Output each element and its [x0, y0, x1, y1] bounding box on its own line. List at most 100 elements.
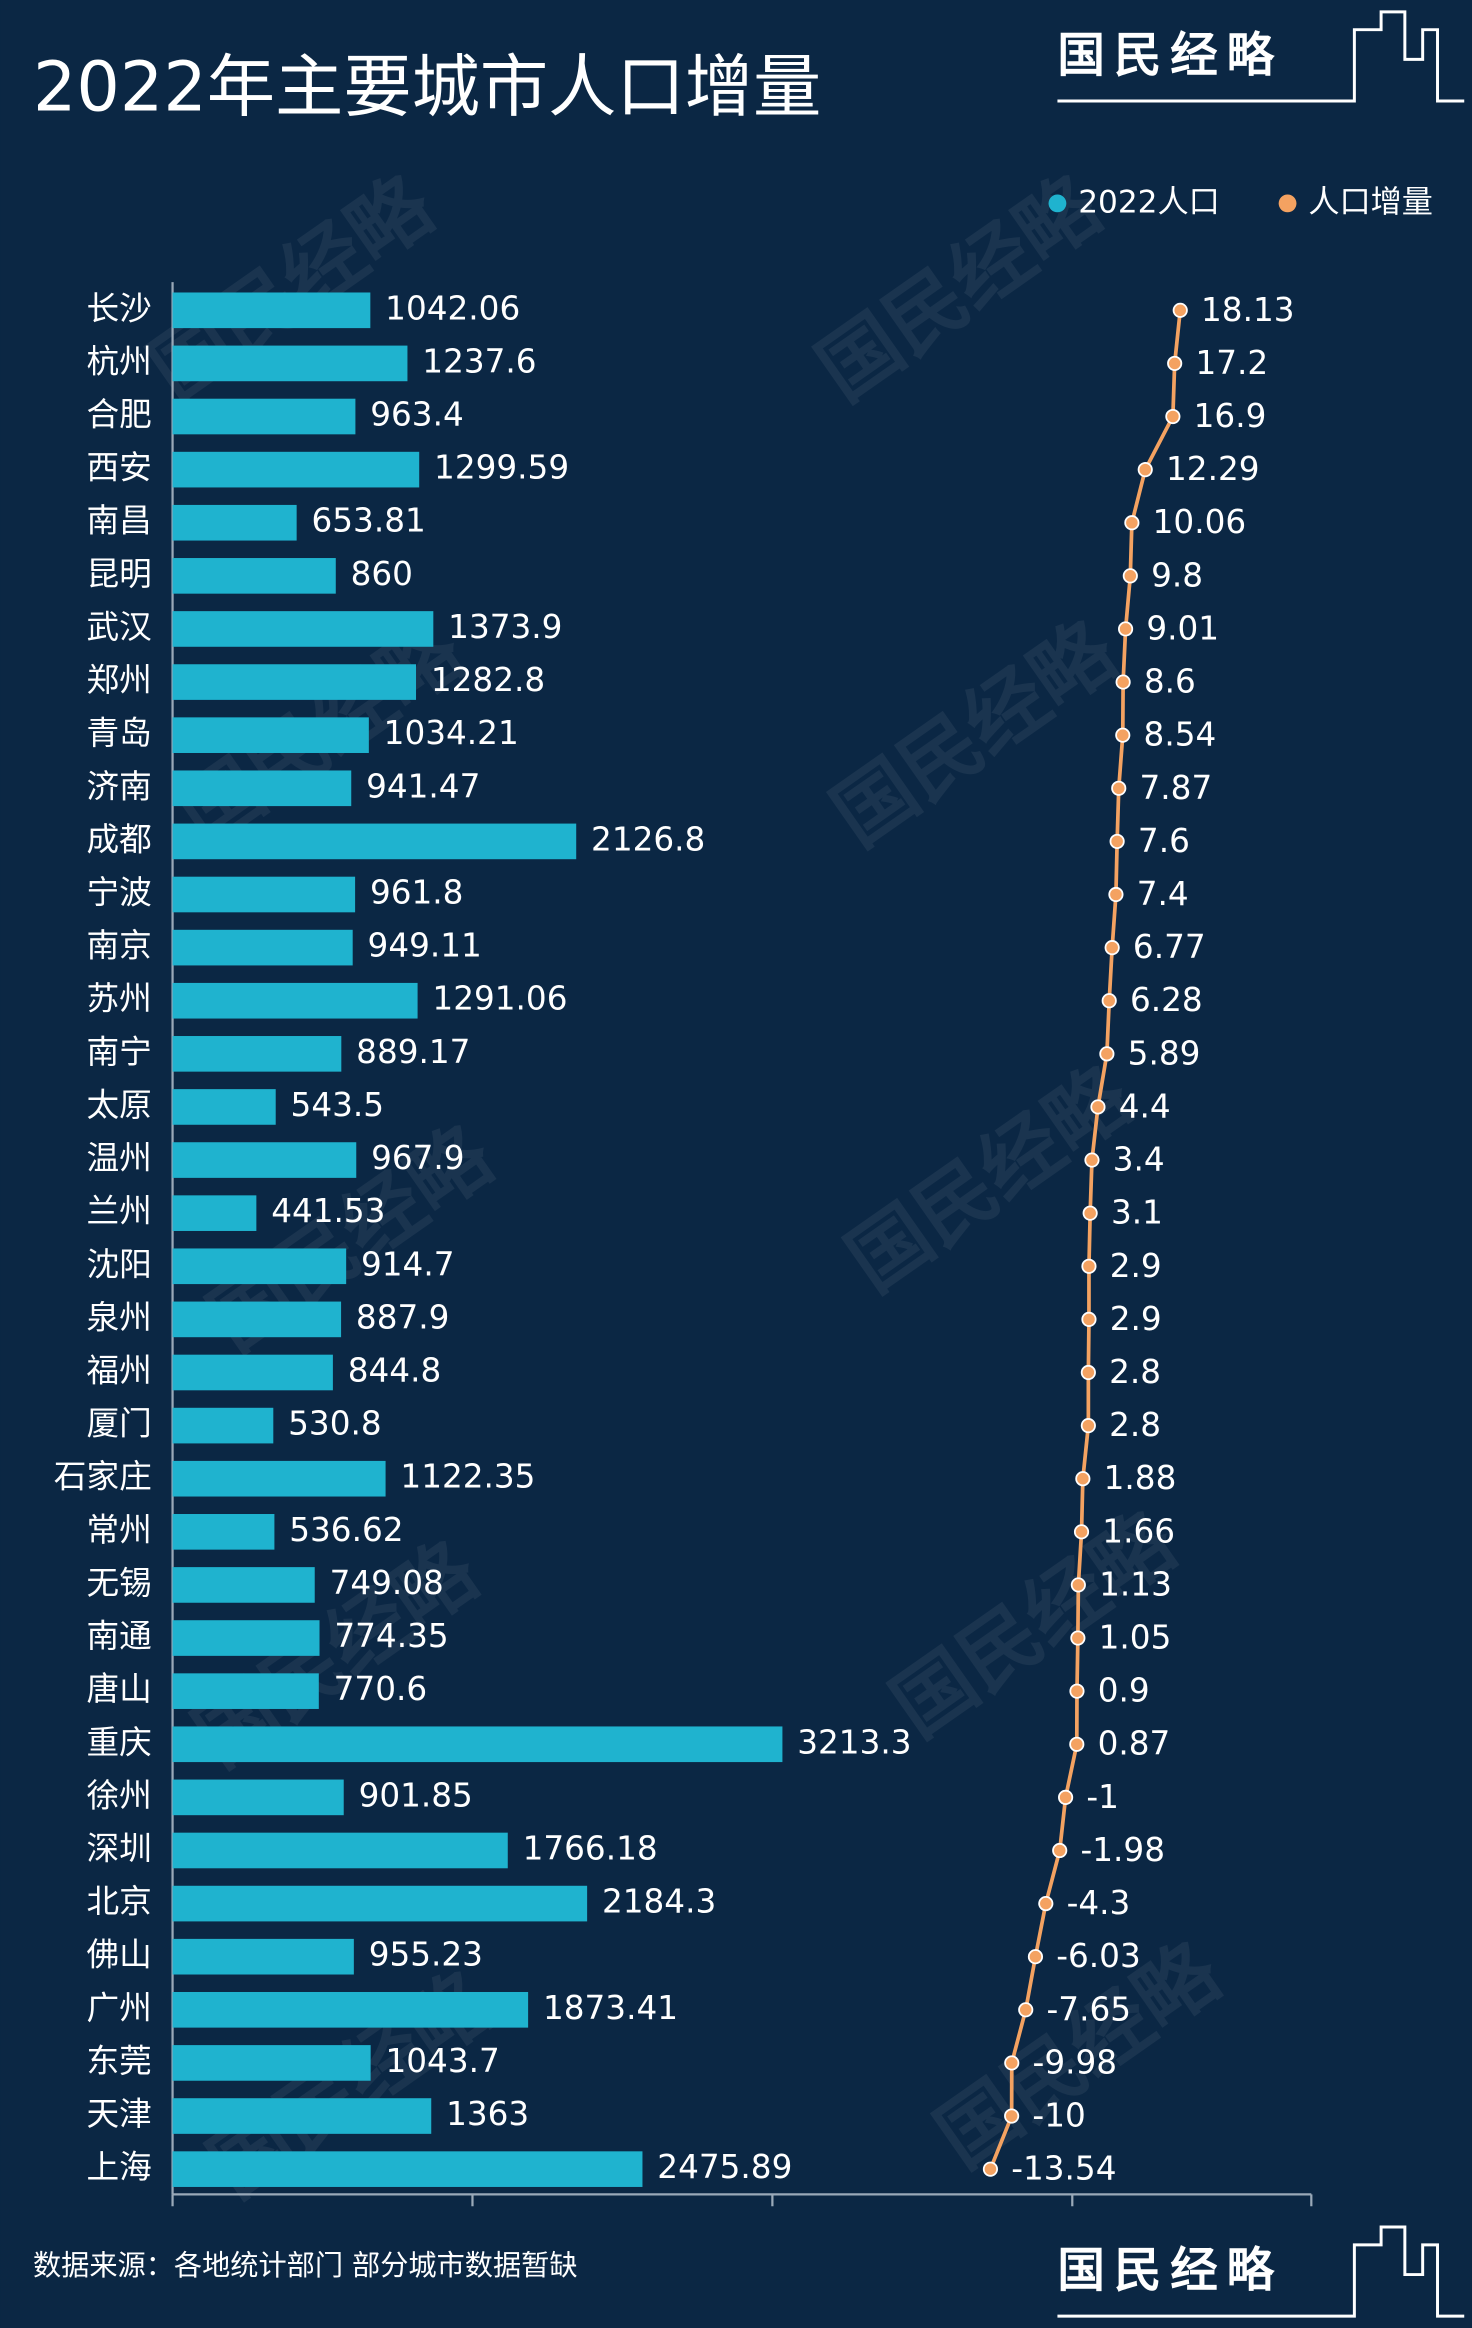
line-point — [982, 2161, 999, 2177]
value-label: 955.23 — [369, 1936, 483, 1974]
logo-icon — [1057, 10, 1465, 103]
value-label: 543.5 — [291, 1086, 385, 1124]
value-label: 1122.35 — [400, 1458, 535, 1496]
bar — [172, 1673, 319, 1709]
y-tick-label: 杭州 — [86, 342, 151, 380]
y-tick-label: 温州 — [86, 1139, 151, 1177]
line-point — [1118, 621, 1134, 637]
value-label: 961.8 — [370, 874, 464, 912]
line-point — [1027, 1949, 1044, 1965]
logo-bottom: 国民经略 — [1057, 2225, 1465, 2318]
line-point — [1052, 1842, 1068, 1859]
value-label: 2126.8 — [591, 820, 705, 858]
value-label: 1034.21 — [384, 714, 519, 752]
line-point — [1108, 886, 1124, 903]
value-label: 1237.6 — [422, 342, 536, 380]
line-point — [1018, 2002, 1034, 2018]
y-tick-label: 南京 — [86, 927, 151, 965]
bar — [172, 1938, 354, 1975]
line-point — [1004, 2055, 1020, 2071]
y-tick-label: 青岛 — [86, 714, 151, 752]
value-label: -13.54 — [1011, 2150, 1116, 2188]
value-label: 963.4 — [370, 396, 464, 434]
bar — [172, 1248, 347, 1285]
y-tick-label: 昆明 — [86, 555, 151, 593]
value-label: 889.17 — [356, 1033, 470, 1071]
value-label: -1 — [1086, 1778, 1119, 1816]
y-tick-label: 合肥 — [86, 396, 151, 434]
bar — [172, 1567, 315, 1603]
line-point — [1080, 1364, 1096, 1381]
y-tick-label: 佛山 — [86, 1936, 151, 1974]
value-label: -4.3 — [1067, 1884, 1131, 1922]
line-point — [1084, 1152, 1100, 1168]
legend-label: 2022人口 — [1078, 184, 1220, 220]
y-tick-label: 南通 — [86, 1617, 151, 1655]
line-point — [1082, 1205, 1098, 1221]
y-tick-label: 石家庄 — [54, 1458, 152, 1496]
y-tick-label: 厦门 — [86, 1405, 151, 1443]
y-tick-label: 太原 — [86, 1086, 151, 1124]
y-tick-label: 徐州 — [86, 1776, 151, 1814]
value-label: 6.28 — [1130, 981, 1203, 1019]
bar — [172, 611, 434, 647]
line-point — [1111, 780, 1127, 796]
value-label: 0.87 — [1098, 1725, 1171, 1763]
value-label: 1373.9 — [448, 608, 562, 646]
value-label: 1042.06 — [385, 289, 520, 327]
logo-top: 国民经略 — [1057, 10, 1465, 103]
bar — [172, 2151, 643, 2187]
value-label: 7.87 — [1140, 769, 1213, 807]
line-point — [1038, 1896, 1054, 1912]
chart-title: 2022年主要城市人口增量 — [33, 49, 821, 128]
bar — [172, 1885, 588, 1922]
value-label: 1.66 — [1102, 1512, 1175, 1550]
bar — [172, 292, 371, 329]
line-point — [1099, 1046, 1115, 1062]
y-tick-label: 西安 — [86, 449, 151, 487]
y-tick-label: 深圳 — [86, 1829, 151, 1867]
value-label: 0.9 — [1098, 1672, 1150, 1710]
value-label: 6.77 — [1133, 928, 1206, 966]
line-point — [1069, 1683, 1085, 1699]
bar — [172, 1832, 508, 1869]
bar — [172, 717, 369, 753]
y-tick-label: 郑州 — [86, 661, 151, 699]
logo-text: 国民经略 — [1057, 2243, 1283, 2299]
value-label: 1.05 — [1099, 1619, 1172, 1657]
y-tick-label: 重庆 — [86, 1723, 151, 1761]
value-label: 844.8 — [348, 1351, 441, 1389]
value-label: 2.9 — [1110, 1247, 1162, 1285]
value-label: 2.8 — [1109, 1353, 1161, 1391]
bar — [172, 982, 418, 1019]
value-label: 2184.3 — [602, 1883, 716, 1921]
line-point — [1165, 408, 1181, 425]
bar — [172, 558, 336, 594]
y-tick-label: 泉州 — [86, 1298, 151, 1336]
value-label: 10.06 — [1153, 503, 1247, 541]
value-label: 3.4 — [1113, 1141, 1165, 1179]
line-point — [1115, 727, 1131, 743]
value-label: 3213.3 — [797, 1723, 911, 1761]
y-tick-label: 南宁 — [86, 1033, 151, 1071]
line-point — [1172, 302, 1188, 318]
bar — [172, 823, 577, 860]
legend-marker — [1048, 194, 1067, 213]
value-label: 1363 — [446, 2095, 529, 2133]
line-point — [1070, 1630, 1086, 1646]
y-tick-label: 福州 — [86, 1351, 151, 1389]
bar — [172, 876, 356, 913]
line-point — [1075, 1471, 1091, 1487]
value-label: 12.29 — [1166, 450, 1260, 488]
bar — [172, 1195, 257, 1231]
logo-icon — [1057, 2225, 1465, 2318]
value-label: 941.47 — [366, 767, 480, 805]
bar — [172, 1779, 344, 1816]
bar — [172, 2045, 371, 2081]
value-label: -1.98 — [1080, 1831, 1165, 1869]
line-point — [1109, 833, 1125, 849]
y-tick-label: 宁波 — [86, 874, 151, 912]
bar — [172, 1036, 342, 1072]
bar — [172, 1514, 275, 1550]
axes — [171, 282, 1313, 2207]
